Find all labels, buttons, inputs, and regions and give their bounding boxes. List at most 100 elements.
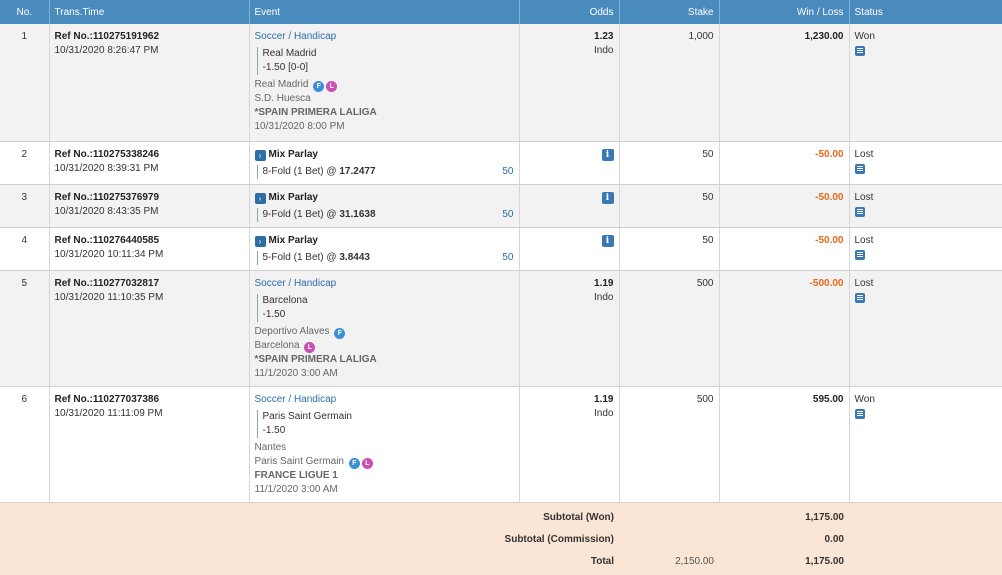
parlay-toggle[interactable]: › Mix Parlay (254, 234, 514, 248)
status-cell: Lost (849, 270, 1002, 387)
selection-name: Barcelona (262, 294, 308, 306)
info-icon[interactable]: i (601, 234, 614, 247)
row-no: 4 (0, 227, 50, 271)
win-loss-cell: -500.00 (719, 270, 850, 387)
odds-cell: i (519, 184, 620, 228)
empty-cell (849, 502, 1002, 527)
total-stake: 2,150.00 (619, 548, 719, 575)
fold-type: 8-Fold (1 Bet) (262, 165, 324, 177)
table-row: 1 Ref No.:110275191962 10/31/2020 8:26:4… (0, 24, 1002, 142)
away-team: Barcelona L (255, 339, 514, 353)
trans-time: 10/31/2020 10:11:34 PM (54, 248, 164, 260)
trans-cell: Ref No.:110275376979 10/31/2020 8:43:35 … (49, 184, 250, 228)
row-no: 5 (0, 270, 50, 387)
trans-time: 10/31/2020 8:39:31 PM (54, 162, 159, 174)
ref-number: Ref No.:110275376979 (54, 191, 160, 203)
subtotal-won-value: 1,175.00 (719, 502, 849, 527)
odds-value: 1.23 (594, 31, 614, 42)
chevron-right-icon[interactable]: › (254, 192, 266, 204)
chevron-right-icon[interactable]: › (254, 149, 266, 161)
home-team-name: Real Madrid (254, 79, 309, 90)
event-date: 11/1/2020 3:00 AM (254, 367, 338, 379)
col-header-event: Event (249, 0, 520, 24)
odds-value: 1.19 (594, 277, 614, 289)
event-date: 10/31/2020 8:00 PM (254, 121, 345, 132)
chevron-right-icon[interactable]: › (254, 235, 266, 247)
stake-cell: 50 (619, 141, 720, 185)
trans-cell: Ref No.:110276440585 10/31/2020 10:11:34… (49, 227, 250, 271)
trans-time: 10/31/2020 11:10:35 PM (54, 291, 164, 303)
table-row: 3 Ref No.:110275376979 10/31/2020 8:43:3… (0, 184, 1002, 228)
stake-cell: 500 (619, 270, 720, 387)
col-header-status: Status (849, 0, 1002, 24)
odds-cell: 1.23 Indo (519, 24, 620, 142)
ref-number: Ref No.:110275191962 (54, 31, 160, 42)
odds-cell: i (519, 141, 620, 185)
odds-value: 1.19 (594, 393, 614, 405)
bet-slip-icon[interactable] (854, 408, 865, 419)
fold-line: 9-Fold (1 Bet) @ 31.1638 50 (256, 207, 514, 222)
row-no: 6 (0, 386, 50, 503)
subtotal-won-label: Subtotal (Won) (0, 502, 619, 527)
table-row: 5 Ref No.:110277032817 10/31/2020 11:10:… (0, 270, 1002, 387)
trans-cell: Ref No.:110277032817 10/31/2020 11:10:35… (49, 270, 250, 387)
event-cell: › Mix Parlay 5-Fold (1 Bet) @ 3.8443 50 (249, 227, 520, 271)
selection-name: Paris Saint Germain (262, 410, 352, 422)
home-team-name: Deportivo Alaves (254, 325, 330, 337)
home-team: Deportivo Alaves F (255, 325, 514, 339)
bet-slip-icon[interactable] (854, 46, 865, 56)
sport-type: Soccer / Handicap (254, 31, 337, 42)
selection-block: Barcelona -1.50 (256, 293, 514, 322)
handicap: -1.50 (262, 424, 286, 436)
total-value: 1,175.00 (719, 548, 849, 575)
table-header-row: No. Trans.Time Event Odds Stake Win / Lo… (0, 0, 1002, 24)
trans-time: 10/31/2020 8:26:47 PM (54, 45, 159, 56)
fold-type: 9-Fold (1 Bet) (262, 208, 324, 220)
parlay-toggle[interactable]: › Mix Parlay (254, 191, 514, 205)
col-header-trans-time: Trans.Time (49, 0, 250, 24)
bet-slip-icon[interactable] (854, 163, 865, 174)
bet-slip-icon[interactable] (854, 292, 865, 303)
fold-at: @ (326, 208, 337, 220)
ref-number: Ref No.:110276440585 (54, 234, 160, 246)
stake-cell: 50 (619, 227, 720, 271)
parlay-label: Mix Parlay (268, 148, 318, 160)
col-header-odds: Odds (519, 0, 620, 24)
handicap: -1.50 (262, 308, 286, 320)
trans-time: 10/31/2020 11:11:09 PM (54, 407, 163, 419)
trans-time: 10/31/2020 8:43:35 PM (54, 205, 159, 217)
bet-slip-icon[interactable] (854, 249, 865, 260)
win-loss-cell: -50.00 (719, 184, 850, 228)
status-cell: Won (849, 386, 1002, 503)
away-team-name: Paris Saint Germain (254, 455, 344, 467)
odds-cell: 1.19 Indo (519, 270, 620, 387)
total-row: Total 2,150.00 1,175.00 (0, 548, 1002, 575)
fold-stake: 50 (502, 208, 514, 220)
bet-slip-icon[interactable] (854, 206, 865, 217)
empty-cell (619, 502, 719, 527)
fold-odds: 3.8443 (339, 251, 370, 263)
row-no: 3 (0, 184, 50, 228)
favorite-icon: F (334, 327, 346, 339)
parlay-label: Mix Parlay (268, 234, 318, 246)
info-icon[interactable]: i (601, 148, 614, 161)
trans-cell: Ref No.:110275338246 10/31/2020 8:39:31 … (49, 141, 250, 185)
info-icon[interactable]: i (601, 191, 614, 204)
fold-stake: 50 (502, 165, 514, 177)
status-cell: Lost (849, 184, 1002, 228)
league-name: FRANCE LIGUE 1 (254, 469, 338, 481)
odds-cell: i (519, 227, 620, 271)
odds-type: Indo (594, 407, 614, 419)
row-no: 2 (0, 141, 50, 185)
win-loss-cell: 595.00 (719, 386, 850, 503)
parlay-toggle[interactable]: › Mix Parlay (254, 148, 514, 162)
col-header-no: No. (0, 0, 50, 24)
ref-number: Ref No.:110275338246 (54, 148, 160, 160)
event-cell: › Mix Parlay 9-Fold (1 Bet) @ 31.1638 50 (249, 184, 520, 228)
parlay-label: Mix Parlay (268, 191, 318, 203)
status-text: Lost (854, 148, 874, 160)
win-loss-cell: -50.00 (719, 227, 850, 271)
empty-cell (619, 526, 719, 549)
